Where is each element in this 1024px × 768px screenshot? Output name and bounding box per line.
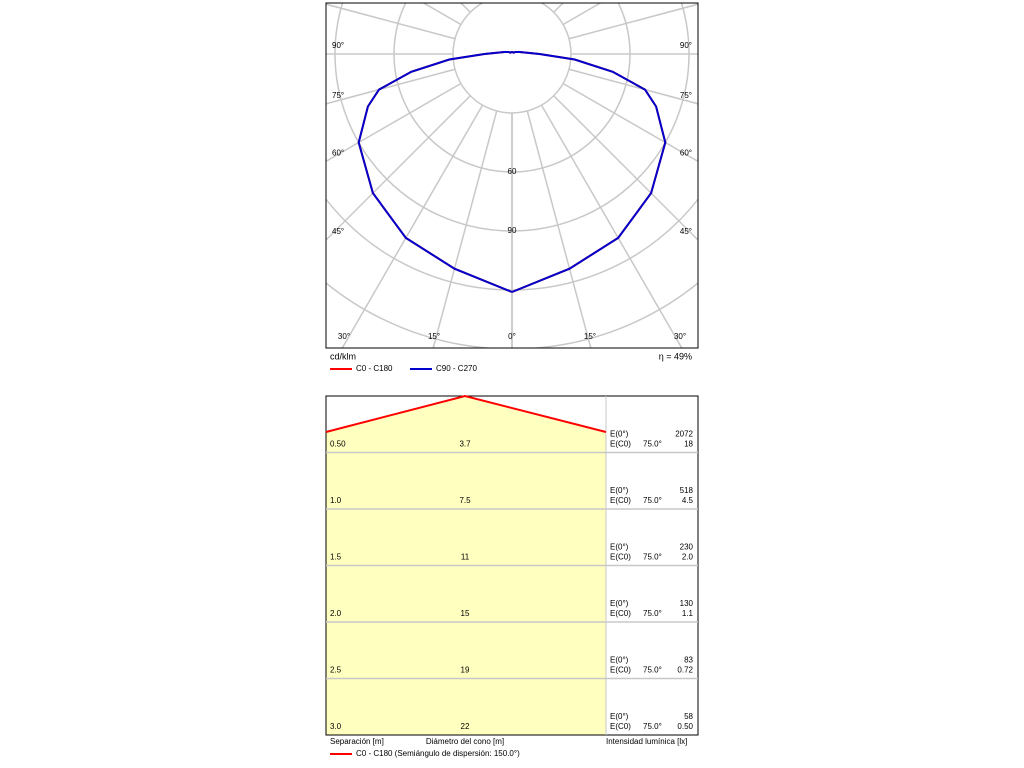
legend-label: C0 - C180 xyxy=(356,364,393,373)
separation: 2.0 xyxy=(330,609,342,618)
e0-value: 83 xyxy=(684,656,693,665)
grid-ray xyxy=(341,104,484,348)
diameter: 22 xyxy=(461,722,470,731)
angle-label: 15° xyxy=(584,332,596,341)
grid-ray xyxy=(422,3,462,26)
unit-label: cd/klm xyxy=(330,351,356,361)
angle-label: 30° xyxy=(674,332,686,341)
e0-value: 2072 xyxy=(675,430,693,439)
separation: 1.0 xyxy=(330,496,342,505)
ec0-value: 0.50 xyxy=(677,722,693,731)
angle-label: 90° xyxy=(680,41,692,50)
e0-label: E(0°) xyxy=(610,712,629,721)
separation: 1.5 xyxy=(330,553,342,562)
angle-label: 75° xyxy=(332,91,344,100)
grid-ray xyxy=(562,82,698,163)
e0-value: 130 xyxy=(680,599,694,608)
intensity-curve xyxy=(511,51,667,293)
ec0-label: E(C0) xyxy=(610,666,631,675)
angle-label: 60° xyxy=(680,148,692,157)
angle-label: 30° xyxy=(338,332,350,341)
angle-label: 45° xyxy=(680,227,692,236)
ec0-angle: 75.0° xyxy=(643,440,662,449)
polar-plot xyxy=(326,3,698,348)
ec0-angle: 75.0° xyxy=(643,496,662,505)
angle-label: 45° xyxy=(332,227,344,236)
e0-label: E(0°) xyxy=(610,543,629,552)
grid-ray xyxy=(553,95,698,242)
ec0-label: E(C0) xyxy=(610,722,631,731)
r-tick-label: 90 xyxy=(508,226,517,235)
ec0-label: E(C0) xyxy=(610,496,631,505)
grid-ray xyxy=(526,110,592,348)
grid-ray xyxy=(326,95,471,242)
grid-ray xyxy=(568,3,698,40)
cone-legend: C0 - C180 (Semiángulo de dispersión: 150… xyxy=(356,749,520,758)
diameter: 11 xyxy=(461,553,470,562)
separation: 2.5 xyxy=(330,666,342,675)
e0-label: E(0°) xyxy=(610,599,629,608)
e0-value: 58 xyxy=(684,712,693,721)
e0-label: E(0°) xyxy=(610,430,629,439)
grid-ray xyxy=(568,68,698,105)
r-tick-label: 60 xyxy=(508,167,517,176)
efficiency: η = 49% xyxy=(659,351,692,361)
legend-label: C90 - C270 xyxy=(436,364,477,373)
separation: 3.0 xyxy=(330,722,342,731)
diameter: 3.7 xyxy=(459,440,471,449)
diameter: 15 xyxy=(461,609,470,618)
e0-label: E(0°) xyxy=(610,486,629,495)
grid-ray xyxy=(459,3,471,13)
intensity-curve xyxy=(357,51,513,293)
diameter: 7.5 xyxy=(459,496,471,505)
ec0-angle: 75.0° xyxy=(643,722,662,731)
ec0-value: 4.5 xyxy=(682,496,694,505)
grid-ray xyxy=(481,3,483,4)
ec0-label: E(C0) xyxy=(610,440,631,449)
grid-ray xyxy=(432,110,498,348)
angle-label: 60° xyxy=(332,148,344,157)
separation: 0.50 xyxy=(330,440,346,449)
grid-ray xyxy=(326,3,456,40)
diameter: 19 xyxy=(461,666,470,675)
intensity-title: Intensidad lumínica [lx] xyxy=(606,737,687,746)
ec0-value: 0.72 xyxy=(677,666,693,675)
e0-value: 518 xyxy=(680,486,694,495)
grid-ray xyxy=(562,3,602,26)
diameter-title: Diámetro del cono [m] xyxy=(426,737,504,746)
cone-outline xyxy=(325,394,607,433)
ec0-label: E(C0) xyxy=(610,553,631,562)
ec0-value: 2.0 xyxy=(682,553,694,562)
polar-frame xyxy=(325,2,699,349)
angle-label: 15° xyxy=(428,332,440,341)
ec0-value: 18 xyxy=(684,440,693,449)
grid-ray xyxy=(540,104,683,348)
ec0-value: 1.1 xyxy=(682,609,694,618)
ec0-angle: 75.0° xyxy=(643,609,662,618)
ec0-angle: 75.0° xyxy=(643,553,662,562)
angle-label: 0° xyxy=(508,332,516,341)
cone-diagram: 0.50 3.7 E(0°) 2072 E(C0) 75.0° 18 1.0 7.5 E(0°) 5… xyxy=(325,394,699,758)
separation-title: Separación [m] xyxy=(330,737,384,746)
grid-ray xyxy=(326,68,456,105)
grid-ray xyxy=(326,82,462,163)
grid-ray xyxy=(541,3,543,4)
labels: 60 90 0° 15° 15° 30° 30° 45° 45° 60° 60° 75° 75° 90° 9… xyxy=(332,0,692,341)
e0-value: 230 xyxy=(680,543,694,552)
grid-ray xyxy=(553,3,565,13)
angle-label: 90° xyxy=(332,41,344,50)
ec0-angle: 75.0° xyxy=(643,666,662,675)
ec0-label: E(C0) xyxy=(610,609,631,618)
angle-label: 75° xyxy=(680,91,692,100)
e0-label: E(0°) xyxy=(610,656,629,665)
